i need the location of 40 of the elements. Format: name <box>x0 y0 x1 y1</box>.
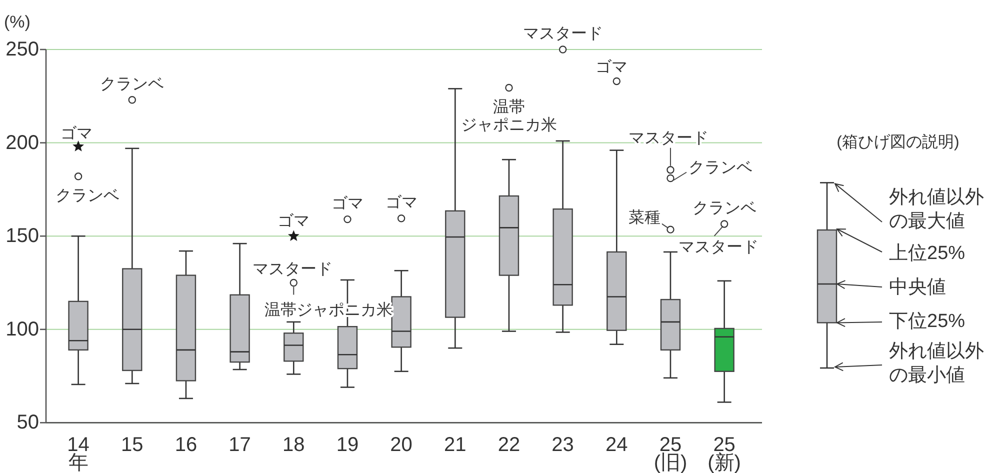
annotation: クランベ <box>688 159 752 176</box>
y-tick-label: 150 <box>6 225 39 248</box>
y-tick-label: 250 <box>6 38 39 60</box>
annotation: クランベ <box>692 200 756 217</box>
y-tick-label: 50 <box>16 412 39 434</box>
x-tick-label: 20 <box>390 434 412 456</box>
y-tick-label: 100 <box>6 318 39 340</box>
annotation: ゴマ <box>278 213 310 230</box>
x-tick-label: 25 (旧) <box>654 434 688 473</box>
annotation: ゴマ <box>60 126 92 143</box>
text: 外れ値以外の最大値 <box>889 186 984 232</box>
x-tick-label: 15 <box>121 434 144 456</box>
annotation: マスタード <box>522 26 603 42</box>
annotation: 温帯ジャポニカ米 <box>460 98 557 134</box>
text: 中央値 <box>889 276 946 298</box>
text: 外れ値以外の最小値 <box>889 340 984 386</box>
x-tick-label: 16 <box>174 434 198 456</box>
x-tick-label: 21 <box>444 434 466 456</box>
annotation: ゴマ <box>331 195 364 212</box>
annotation: マスタード <box>628 130 708 147</box>
y-axis-title: (%) <box>4 12 30 31</box>
x-tick-label: 17 <box>228 434 251 456</box>
x-tick-label: 22 <box>498 434 520 456</box>
y-tick-label: 200 <box>6 132 39 154</box>
text: 上位25% <box>889 242 966 264</box>
annotation: 菜種 <box>628 208 660 227</box>
x-tick-label: 18 <box>282 434 305 456</box>
annotation: マスタード <box>252 260 333 278</box>
annotation: ゴマ <box>385 194 418 212</box>
x-tick-label: 25 (新) <box>708 434 741 473</box>
annotation: クランベ <box>100 76 164 93</box>
annotation: クランベ <box>55 187 120 204</box>
text: (箱ひげ図の説明) <box>836 132 960 150</box>
text: 下位25% <box>889 310 966 332</box>
annotation: ゴマ <box>596 59 628 76</box>
x-tick-label: 14 年 <box>67 434 90 473</box>
x-tick-label: 19 <box>336 434 359 456</box>
x-tick-label: 23 <box>552 434 574 456</box>
annotation: マスタード <box>678 238 758 256</box>
x-tick-label: 24 <box>606 434 628 456</box>
